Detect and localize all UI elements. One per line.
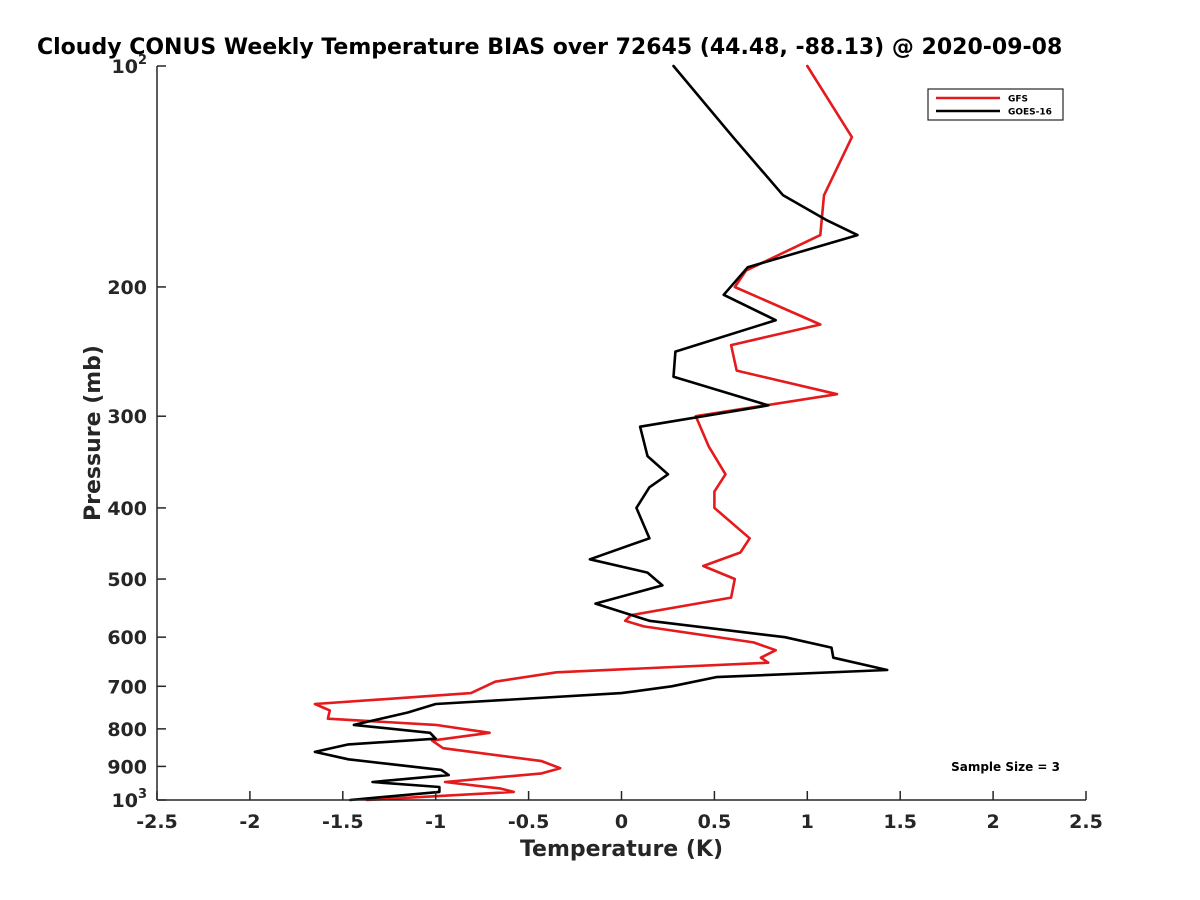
y-tick-label: 900 — [107, 756, 147, 778]
y-tick-label: 300 — [107, 406, 147, 428]
x-tick-label: 0.5 — [698, 811, 732, 833]
chart-title: Cloudy CONUS Weekly Temperature BIAS ove… — [37, 35, 1062, 60]
legend-label-goes-16: GOES-16 — [1008, 108, 1052, 118]
plot-area: -2.5 -2 -1.5 -1 -0.5 0 0.5 1 1.5 2 2.5 102 200 300 400… — [107, 53, 1103, 833]
y-tick-label: 500 — [107, 569, 147, 591]
x-tick-label: -1 — [425, 811, 446, 833]
series-line-goes-16 — [313, 64, 889, 802]
x-tick-label: 2.5 — [1069, 811, 1103, 833]
x-axis-label: Temperature (K) — [520, 837, 723, 862]
plot-background — [157, 66, 1086, 800]
x-tick-label: 0 — [615, 811, 628, 833]
axes-layer: -2.5 -2 -1.5 -1 -0.5 0 0.5 1 1.5 2 2.5 102 200 300 400… — [107, 53, 1103, 833]
y-tick-label: 600 — [107, 627, 147, 649]
x-tick-label: -1.5 — [322, 811, 364, 833]
sample-size-annotation: Sample Size = 3 — [951, 760, 1060, 774]
x-tick-label: 1 — [801, 811, 814, 833]
y-tick-label: 700 — [107, 676, 147, 698]
legend-box — [927, 88, 1064, 121]
y-tick-label: 103 — [112, 787, 148, 812]
x-tick-label: 1.5 — [883, 811, 917, 833]
y-tick-label: 800 — [107, 719, 147, 741]
legend: GFS GOES-16 — [927, 88, 1064, 121]
x-tick-label: -0.5 — [508, 811, 550, 833]
series-line-gfs — [313, 64, 854, 802]
y-axis-label: Pressure (mb) — [81, 345, 106, 521]
series-layer — [313, 64, 889, 802]
x-tick-label: 2 — [986, 811, 999, 833]
legend-label-gfs: GFS — [1008, 95, 1028, 105]
x-tick-label: -2.5 — [136, 811, 178, 833]
y-tick-label: 200 — [107, 277, 147, 299]
y-tick-label: 102 — [112, 53, 148, 78]
y-tick-label: 400 — [107, 498, 147, 520]
x-tick-label: -2 — [239, 811, 260, 833]
